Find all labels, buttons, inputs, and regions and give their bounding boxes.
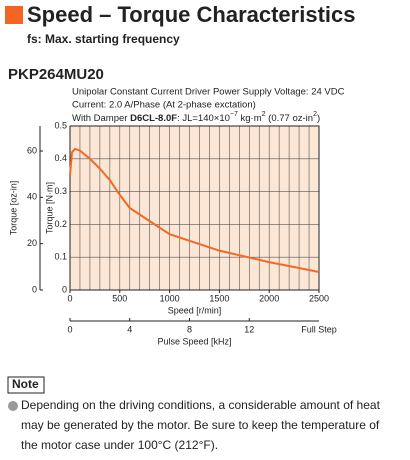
x2-tick-label: 0 <box>67 324 72 334</box>
note-text: the motor case under 100°C (212°F). <box>21 438 218 452</box>
condition-part: ) <box>317 113 320 124</box>
y-tick-label: 0.1 <box>54 252 67 262</box>
x-axis-label: Speed [r/min] <box>168 305 222 315</box>
bullet <box>8 401 18 411</box>
title: Speed – Torque Characteristics <box>27 2 356 27</box>
plot-area <box>70 126 319 290</box>
note-text: may be generated by the motor. Be sure t… <box>21 418 380 432</box>
x-tick-label: 2000 <box>259 293 279 303</box>
x-tick-label: 1000 <box>160 293 180 303</box>
y-tick-label: 0.3 <box>54 186 67 196</box>
x2-axis-label: Pulse Speed [kHz] <box>157 336 231 346</box>
title-marker <box>5 6 23 24</box>
note-box <box>7 376 45 394</box>
y-axis-label: Torque [N·m] <box>44 182 54 234</box>
condition-part: With Damper <box>72 113 130 124</box>
y-tick-label: 0.5 <box>54 120 67 130</box>
model: PKP264MU20 <box>8 66 104 83</box>
y-tick-label: 0.4 <box>54 153 67 163</box>
x2-tick-label: 12 <box>244 324 254 334</box>
y-tick-label: 0 <box>62 284 67 294</box>
condition: Current: 2.0 A/Phase (At 2-phase exctati… <box>72 100 256 111</box>
note-label: Note <box>12 377 39 391</box>
x-tick-label: 2500 <box>309 293 329 303</box>
x2-tick-label: 4 <box>127 324 132 334</box>
condition-part: kg·m <box>238 113 262 124</box>
condition: With Damper D6CL-8.0F: JL=140×10−7 kg·m2… <box>72 111 320 123</box>
y2-tick-label: 20 <box>27 238 37 248</box>
subtitle: fs: Max. starting frequency <box>27 32 180 46</box>
x2-tick-label: 8 <box>187 324 192 334</box>
y2-tick-label: 60 <box>27 145 37 155</box>
x2-note: Full Step <box>301 324 337 334</box>
plot-frame <box>69 125 320 291</box>
condition-part: (0.77 oz-in <box>266 113 314 124</box>
y2-axis-label: Torque [oz-in] <box>8 181 18 236</box>
x-tick-label: 1500 <box>209 293 229 303</box>
condition-part: −7 <box>230 111 238 118</box>
y-tick-label: 0.2 <box>54 219 67 229</box>
condition-part: 2 <box>313 111 317 118</box>
x-tick-label: 500 <box>112 293 127 303</box>
condition-part: D6CL-8.0F <box>130 113 177 124</box>
note-text: Depending on the driving conditions, a c… <box>21 398 381 412</box>
condition-part: : JL=140×10 <box>177 113 230 124</box>
torque-curve <box>69 147 320 273</box>
condition: Unipolar Constant Current Driver Power S… <box>72 87 345 98</box>
y2-tick-label: 40 <box>27 192 37 202</box>
y2-tick-label: 0 <box>32 284 37 294</box>
condition-part: 2 <box>262 111 266 118</box>
x-tick-label: 0 <box>67 293 72 303</box>
